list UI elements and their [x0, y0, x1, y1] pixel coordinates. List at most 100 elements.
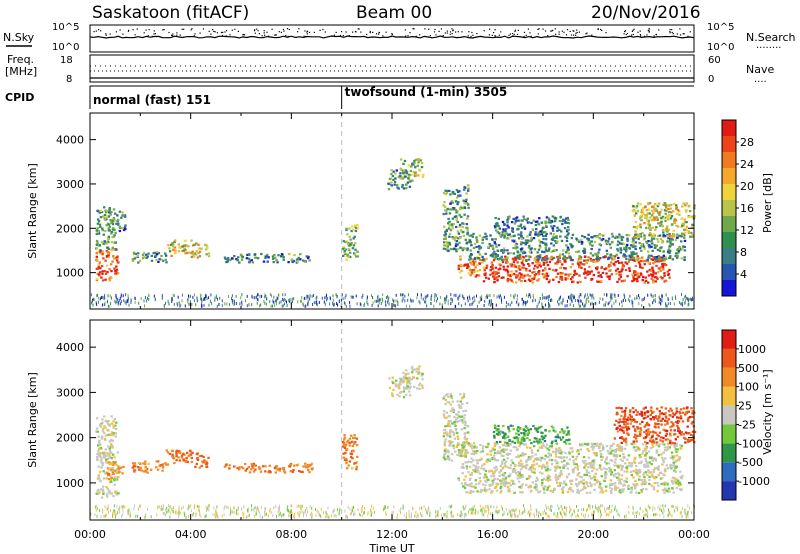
echo-cell	[661, 259, 664, 262]
echo-cell	[526, 273, 529, 276]
echo-cell	[495, 245, 498, 248]
noise-search-dot	[324, 31, 326, 33]
echo-cell	[530, 251, 533, 254]
echo-cell	[443, 440, 447, 443]
echo-cell	[609, 246, 612, 249]
echo-cell	[583, 251, 586, 254]
echo-cell	[501, 466, 505, 470]
echo-cell	[632, 275, 635, 278]
echo-cell	[561, 220, 564, 223]
beam-title: Beam 00	[356, 3, 432, 23]
echo-cell	[101, 489, 105, 492]
echo-cell	[662, 250, 665, 253]
echo-cell	[511, 227, 514, 230]
echo-cell	[666, 270, 669, 273]
scatter-cell	[120, 294, 122, 298]
echo-cell	[266, 260, 269, 263]
echo-cell	[179, 451, 182, 455]
noise-search-dot	[369, 30, 371, 33]
echo-cell	[666, 240, 669, 243]
echo-cell	[574, 483, 578, 486]
echo-cell	[670, 215, 674, 218]
echo-cell	[591, 459, 595, 462]
echo-cell	[535, 462, 539, 465]
echo-cell	[138, 259, 142, 262]
echo-cell	[158, 258, 161, 261]
echo-cell	[583, 466, 586, 469]
echo-cell	[470, 234, 473, 237]
echo-cell	[456, 435, 459, 438]
echo-cell	[348, 444, 351, 447]
echo-cell	[591, 254, 595, 257]
echo-cell	[137, 461, 141, 465]
echo-cell	[107, 247, 110, 250]
scatter-cell	[303, 297, 305, 301]
echo-cell	[660, 453, 663, 456]
echo-cell	[558, 219, 561, 223]
echo-cell	[463, 213, 466, 216]
echo-cell	[685, 225, 689, 228]
echo-cell	[564, 235, 567, 238]
scatter-cell	[505, 301, 507, 304]
echo-cell	[656, 238, 659, 241]
echo-cell	[632, 225, 636, 229]
echo-cell	[472, 232, 475, 235]
scatter-cell	[316, 295, 318, 299]
scatter-cell	[366, 300, 368, 304]
noise-search-dot	[413, 28, 415, 30]
echo-cell	[107, 223, 111, 226]
echo-cell	[468, 465, 472, 468]
echo-cell	[147, 252, 150, 255]
noise-search-dot	[669, 29, 671, 31]
echo-cell	[516, 471, 520, 474]
echo-cell	[112, 227, 115, 230]
echo-cell	[448, 414, 451, 418]
scatter-cell	[595, 301, 597, 305]
scatter-cell	[505, 304, 507, 308]
echo-cell	[667, 250, 670, 253]
noise-search-dot	[253, 30, 256, 32]
echo-cell	[593, 240, 597, 243]
echo-cell	[207, 252, 211, 255]
echo-cell	[183, 247, 186, 250]
scatter-cell	[671, 296, 673, 300]
echo-cell	[457, 404, 461, 407]
echo-cell	[408, 376, 411, 379]
noise-search-dot	[555, 33, 557, 35]
echo-cell	[560, 273, 563, 276]
echo-cell	[606, 252, 609, 256]
echo-cell	[457, 267, 460, 271]
echo-cell	[677, 251, 680, 254]
echo-cell	[649, 240, 653, 243]
noise-search-dot	[191, 28, 193, 30]
echo-cell	[446, 393, 449, 396]
echo-cell	[630, 244, 633, 247]
echo-cell	[633, 210, 637, 213]
echo-cell	[580, 241, 584, 244]
scatter-cell	[444, 297, 445, 301]
echo-cell	[239, 253, 243, 256]
echo-cell	[674, 219, 678, 222]
echo-cell	[585, 259, 588, 262]
echo-cell	[101, 251, 105, 255]
scatter-cell	[306, 296, 308, 300]
echo-cell	[613, 255, 617, 258]
echo-cell	[351, 440, 354, 443]
echo-cell	[538, 233, 541, 236]
echo-cell	[392, 178, 395, 181]
echo-cell	[608, 486, 612, 489]
scatter-cell	[147, 296, 148, 300]
noise-traces	[89, 28, 695, 39]
scatter-cell	[311, 294, 313, 298]
echo-cell	[495, 452, 498, 455]
echo-cell	[492, 454, 496, 457]
echo-cell	[459, 400, 462, 403]
echo-cell	[248, 261, 251, 264]
echo-cell	[512, 445, 515, 449]
scatter-cell	[629, 294, 631, 298]
echo-cell	[470, 252, 473, 256]
scatter-cell	[148, 297, 150, 301]
echo-cell	[674, 466, 677, 469]
echo-cell	[514, 247, 518, 250]
echo-region	[388, 376, 412, 399]
